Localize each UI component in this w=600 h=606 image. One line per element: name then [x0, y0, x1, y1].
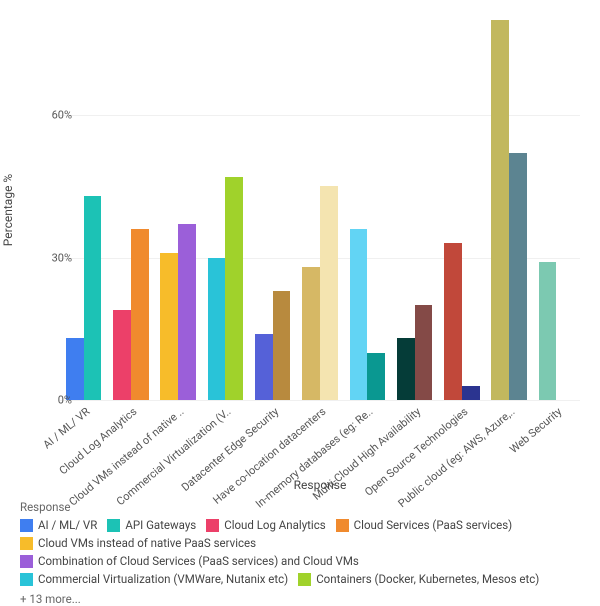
- bar: [160, 253, 178, 400]
- legend-label: Cloud VMs instead of native PaaS service…: [38, 536, 256, 550]
- legend-item: Containers (Docker, Kubernetes, Mesos et…: [298, 572, 539, 586]
- bar: [320, 186, 338, 400]
- bar: [350, 229, 368, 400]
- legend-swatch: [20, 537, 33, 550]
- bar: [255, 334, 273, 401]
- legend-swatch: [206, 519, 219, 532]
- legend-swatch: [20, 555, 33, 568]
- bar: [84, 196, 102, 400]
- legend-swatch: [107, 519, 120, 532]
- bar: [225, 177, 243, 400]
- y-tick-label: 30%: [22, 251, 72, 264]
- legend-swatch: [20, 573, 33, 586]
- bar: [444, 243, 462, 400]
- legend-item: Cloud Services (PaaS services): [336, 518, 513, 532]
- bar: [302, 267, 320, 400]
- bar: [208, 258, 226, 401]
- legend-more: + 13 more...: [20, 592, 580, 606]
- plot-area: [60, 20, 580, 400]
- legend-swatch: [20, 519, 33, 532]
- gridline: [60, 400, 580, 401]
- legend-item: API Gateways: [107, 518, 196, 532]
- legend-label: Combination of Cloud Services (PaaS serv…: [38, 554, 359, 568]
- bar: [367, 353, 385, 401]
- bar: [539, 262, 557, 400]
- legend-label: Commercial Virtualization (VMWare, Nutan…: [38, 572, 288, 586]
- legend-item: Cloud Log Analytics: [206, 518, 325, 532]
- bar-chart: Percentage % Response Response AI / ML/ …: [0, 0, 600, 600]
- legend-item: AI / ML/ VR: [20, 518, 97, 532]
- y-tick-label: 60%: [22, 109, 72, 122]
- bar: [66, 338, 84, 400]
- bar: [273, 291, 291, 400]
- legend-label: API Gateways: [125, 518, 196, 532]
- bar: [491, 20, 509, 400]
- legend-label: Cloud Services (PaaS services): [354, 518, 513, 532]
- legend: Response AI / ML/ VR API Gateways Cloud Lo…: [20, 500, 580, 606]
- bar: [462, 386, 480, 400]
- legend-label: AI / ML/ VR: [38, 518, 97, 532]
- bar: [415, 305, 433, 400]
- legend-item: Cloud VMs instead of native PaaS service…: [20, 536, 256, 550]
- bar: [113, 310, 131, 400]
- legend-title: Response: [20, 500, 580, 514]
- legend-label: Containers (Docker, Kubernetes, Mesos et…: [316, 572, 539, 586]
- legend-swatch: [336, 519, 349, 532]
- bar: [131, 229, 149, 400]
- legend-items: AI / ML/ VR API Gateways Cloud Log Analyti…: [20, 518, 580, 586]
- legend-item: Commercial Virtualization (VMWare, Nutan…: [20, 572, 288, 586]
- legend-swatch: [298, 573, 311, 586]
- legend-item: Combination of Cloud Services (PaaS serv…: [20, 554, 359, 568]
- y-tick-label: 0%: [22, 394, 72, 407]
- legend-label: Cloud Log Analytics: [224, 518, 325, 532]
- bar: [509, 153, 527, 400]
- bar: [397, 338, 415, 400]
- y-axis-title: Percentage %: [1, 174, 15, 246]
- bar: [178, 224, 196, 400]
